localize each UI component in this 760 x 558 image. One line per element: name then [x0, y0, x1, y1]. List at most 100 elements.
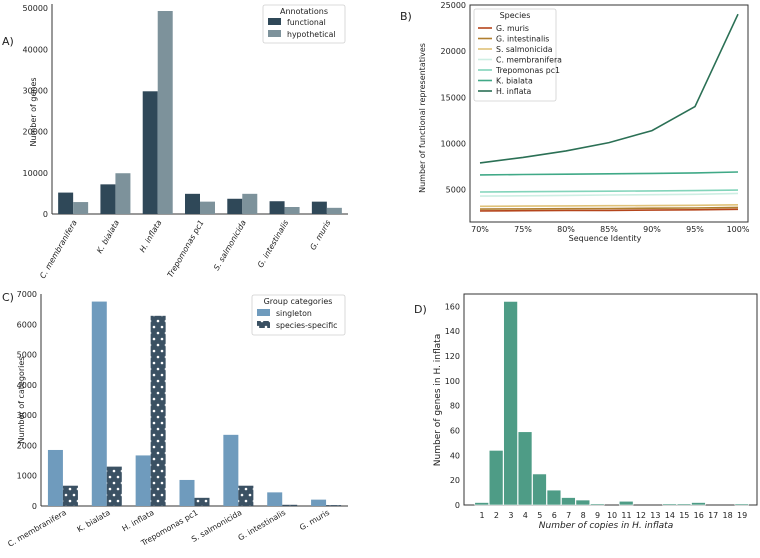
x-tick-label-b: 80%	[557, 225, 575, 234]
histogram-bar	[734, 503, 750, 506]
bar-hypothetical	[73, 202, 89, 214]
y-tick-label-d: 60	[450, 427, 460, 436]
bar-functional	[269, 201, 285, 214]
bar-hypothetical	[200, 201, 215, 214]
bar-species-specific-pattern	[62, 485, 78, 506]
y-tick-label-d: 160	[445, 302, 460, 311]
y-tick-label-b: 20000	[441, 47, 466, 56]
y-tick-label-c: 6000	[17, 320, 37, 329]
legend-label-hypothetical: hypothetical	[287, 30, 336, 39]
bar-species-specific-pattern	[282, 504, 298, 506]
histogram-bar	[618, 500, 634, 506]
bar-singleton	[223, 434, 239, 506]
histogram-bar	[676, 503, 692, 506]
category-label: G. muris	[298, 508, 331, 532]
histogram-bar	[662, 503, 677, 506]
series-line-h-inflata	[479, 13, 739, 164]
x-tick-label-d: 1	[479, 511, 484, 520]
series-line-trepomonas-pc1	[479, 189, 739, 193]
y-tick-label-d: 40	[450, 451, 460, 460]
bar-singleton	[179, 479, 195, 506]
y-tick-label-c: 7000	[17, 290, 37, 299]
bar-species-specific-pattern	[150, 315, 166, 506]
legend-frame-c	[251, 294, 346, 336]
y-tick-label-c: 1000	[17, 472, 37, 481]
panel-a-genes-chart: A) Number of genes 0 10000 20000 30000 40000…	[2, 4, 348, 280]
y-tick-label-b: 5000	[446, 186, 466, 195]
y-tick-label-d: 20	[450, 476, 460, 485]
y-tick-label-a: 10000	[23, 169, 48, 178]
y-tick-label-c: 5000	[17, 351, 37, 360]
y-tick-label-a: 40000	[23, 45, 48, 54]
bar-hypothetical	[115, 173, 131, 214]
y-tick-label-d: 120	[445, 352, 460, 361]
x-tick-label-d: 3	[508, 511, 513, 520]
bar-functional	[185, 193, 200, 214]
x-tick-label-b: 75%	[514, 225, 532, 234]
category-label: C. membranifera	[38, 218, 79, 280]
plot-frame-d	[463, 293, 758, 506]
category-label: G. intestinalis	[236, 508, 287, 542]
legend-label-singleton: singleton	[276, 309, 312, 318]
legend-label-series: C. membranifera	[496, 56, 562, 65]
x-tick-label-d: 13	[650, 511, 660, 520]
histogram-bar	[561, 497, 576, 506]
category-label: C. membranifera	[6, 508, 68, 549]
histogram-bar	[532, 473, 547, 506]
legend-frame-a	[262, 4, 346, 44]
x-tick-label-d: 19	[737, 511, 747, 520]
x-tick-label-d: 10	[607, 511, 617, 520]
histogram-bar	[517, 431, 533, 506]
x-tick-label-d: 4	[523, 511, 528, 520]
bar-singleton	[91, 301, 107, 506]
category-label: H. inflata	[138, 218, 164, 254]
series-line-s-salmonicida	[479, 204, 739, 208]
bar-species-specific-pattern	[194, 497, 210, 506]
series-line-g-intestinalis	[479, 206, 739, 210]
histogram-bar	[474, 502, 489, 506]
y-tick-label-b: 10000	[441, 140, 466, 149]
x-tick-label-d: 15	[679, 511, 689, 520]
bar-functional	[58, 192, 74, 214]
x-tick-label-d: 11	[621, 511, 631, 520]
bar-hypothetical	[242, 193, 258, 214]
legend-label-species-specific: species-specific	[276, 321, 337, 330]
bar-singleton	[47, 449, 63, 506]
x-tick-label-d: 17	[708, 511, 718, 520]
x-tick-label-b: 85%	[600, 225, 618, 234]
x-tick-label-d: 14	[665, 511, 675, 520]
x-tick-label-d: 7	[566, 511, 571, 520]
legend-title-c: Group categories	[264, 297, 333, 306]
legend-title-b: Species	[500, 11, 531, 20]
x-tick-label-d: 18	[723, 511, 733, 520]
histogram-bar	[691, 502, 706, 506]
legend-frame-b	[473, 8, 557, 102]
bar-hypothetical	[326, 207, 342, 214]
bar-singleton	[311, 499, 327, 506]
bar-functional	[311, 201, 327, 214]
y-tick-label-b: 25000	[441, 1, 466, 10]
category-label: K. bialata	[75, 508, 112, 534]
series-line-g-muris	[479, 208, 739, 212]
histogram-bar	[590, 503, 605, 506]
category-label: S. salmonicida	[212, 218, 248, 272]
bar-singleton	[267, 492, 283, 506]
legend-label-series: S. salmonicida	[496, 45, 553, 54]
x-tick-label-b: 100%	[727, 225, 750, 234]
histogram-bar	[575, 499, 591, 506]
panel-b-functional-representatives-chart: B) Number of functional representatives …	[400, 1, 750, 243]
legend-label-series: K. bialata	[496, 77, 533, 86]
panel-label-b: B)	[400, 10, 412, 23]
y-tick-label-a: 50000	[23, 4, 48, 13]
legend-group-categories: Group categories singleton species-specifi…	[251, 294, 346, 336]
bar-species-specific-pattern	[326, 505, 342, 506]
legend-label-series: Trepomonas pc1	[495, 66, 560, 75]
y-tick-label-d: 140	[445, 327, 460, 336]
legend-swatch-species-specific-pattern	[257, 321, 270, 328]
y-tick-label-d: 0	[455, 501, 460, 510]
y-tick-label-c: 0	[32, 502, 37, 511]
legend-swatch-singleton	[257, 309, 270, 316]
panel-label-a: A)	[2, 35, 14, 48]
category-label: G. muris	[308, 219, 332, 252]
